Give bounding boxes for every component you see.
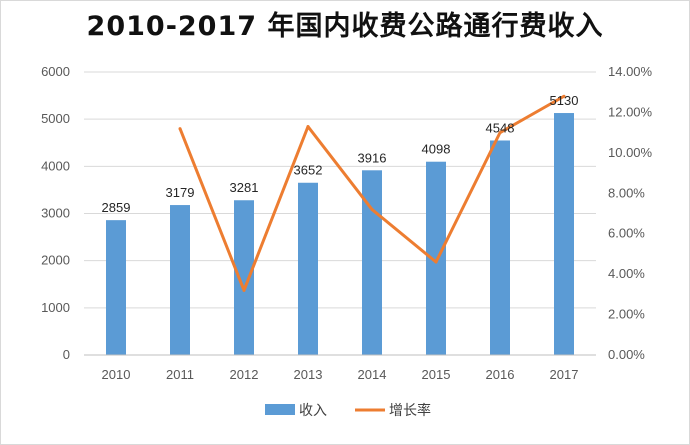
x-tick-label: 2010 [102, 367, 131, 382]
bar [106, 220, 126, 355]
x-tick-label: 2014 [358, 367, 387, 382]
x-tick-label: 2017 [550, 367, 579, 382]
bar [234, 200, 254, 355]
bar [170, 205, 190, 355]
y-right-tick-label: 10.00% [608, 145, 653, 160]
bar-data-label: 3916 [358, 150, 387, 165]
line-point [562, 94, 566, 98]
y-right-tick-label: 4.00% [608, 266, 645, 281]
line-point [242, 288, 246, 292]
data-labels: 2859 3179 3281 3652 3916 4098 4548 5130 [102, 93, 579, 215]
x-tick-label: 2011 [166, 367, 194, 382]
x-tick-label: 2013 [294, 367, 323, 382]
y-left-tick-label: 0 [63, 347, 70, 362]
legend: 收入 增长率 [265, 402, 431, 419]
legend-swatch-bar [265, 404, 295, 415]
line-series [178, 94, 566, 292]
y-axis-right: 0.00% 2.00% 4.00% 6.00% 8.00% 10.00% 12.00% 14.… [608, 64, 653, 362]
legend-label-income: 收入 [299, 403, 327, 419]
bar-data-label: 4548 [486, 120, 515, 135]
y-axis-left: 0 1000 2000 3000 4000 5000 6000 [41, 64, 70, 362]
line-point [306, 125, 310, 129]
bar-data-label: 3281 [230, 180, 259, 195]
y-left-tick-label: 2000 [41, 253, 70, 268]
bar-data-label: 5130 [550, 93, 579, 108]
bar [490, 140, 510, 355]
bar-data-label: 3179 [166, 185, 195, 200]
line-point [178, 127, 182, 131]
bar [554, 113, 574, 355]
bar-data-label: 2859 [102, 200, 131, 215]
y-left-tick-label: 5000 [41, 111, 70, 126]
bar [362, 170, 382, 355]
gridlines [84, 71, 596, 356]
y-right-tick-label: 2.00% [608, 307, 645, 322]
y-left-tick-label: 6000 [41, 64, 70, 79]
y-right-tick-label: 6.00% [608, 226, 645, 241]
y-left-tick-label: 3000 [41, 206, 70, 221]
bar [298, 182, 318, 355]
line-point [498, 131, 502, 135]
x-tick-label: 2016 [486, 367, 515, 382]
y-left-tick-label: 4000 [41, 158, 70, 173]
bar-data-label: 4098 [422, 142, 451, 157]
y-left-tick-label: 1000 [41, 300, 70, 315]
chart-title: 2010-2017 年国内收费公路通行费收入 [86, 11, 604, 42]
y-right-tick-label: 0.00% [608, 347, 645, 362]
x-tick-label: 2015 [422, 367, 451, 382]
y-right-tick-label: 8.00% [608, 185, 645, 200]
line-point [370, 207, 374, 211]
x-tick-label: 2012 [230, 367, 259, 382]
bar-series [106, 113, 574, 355]
legend-label-growth: 增长率 [389, 402, 431, 419]
line-point [434, 260, 438, 264]
x-axis: 2010 2011 2012 2013 2014 2015 2016 2017 [84, 354, 596, 382]
y-right-tick-label: 14.00% [608, 64, 653, 79]
bar-data-label: 3652 [294, 163, 323, 178]
y-right-tick-label: 12.00% [608, 104, 653, 119]
bar [426, 161, 446, 355]
